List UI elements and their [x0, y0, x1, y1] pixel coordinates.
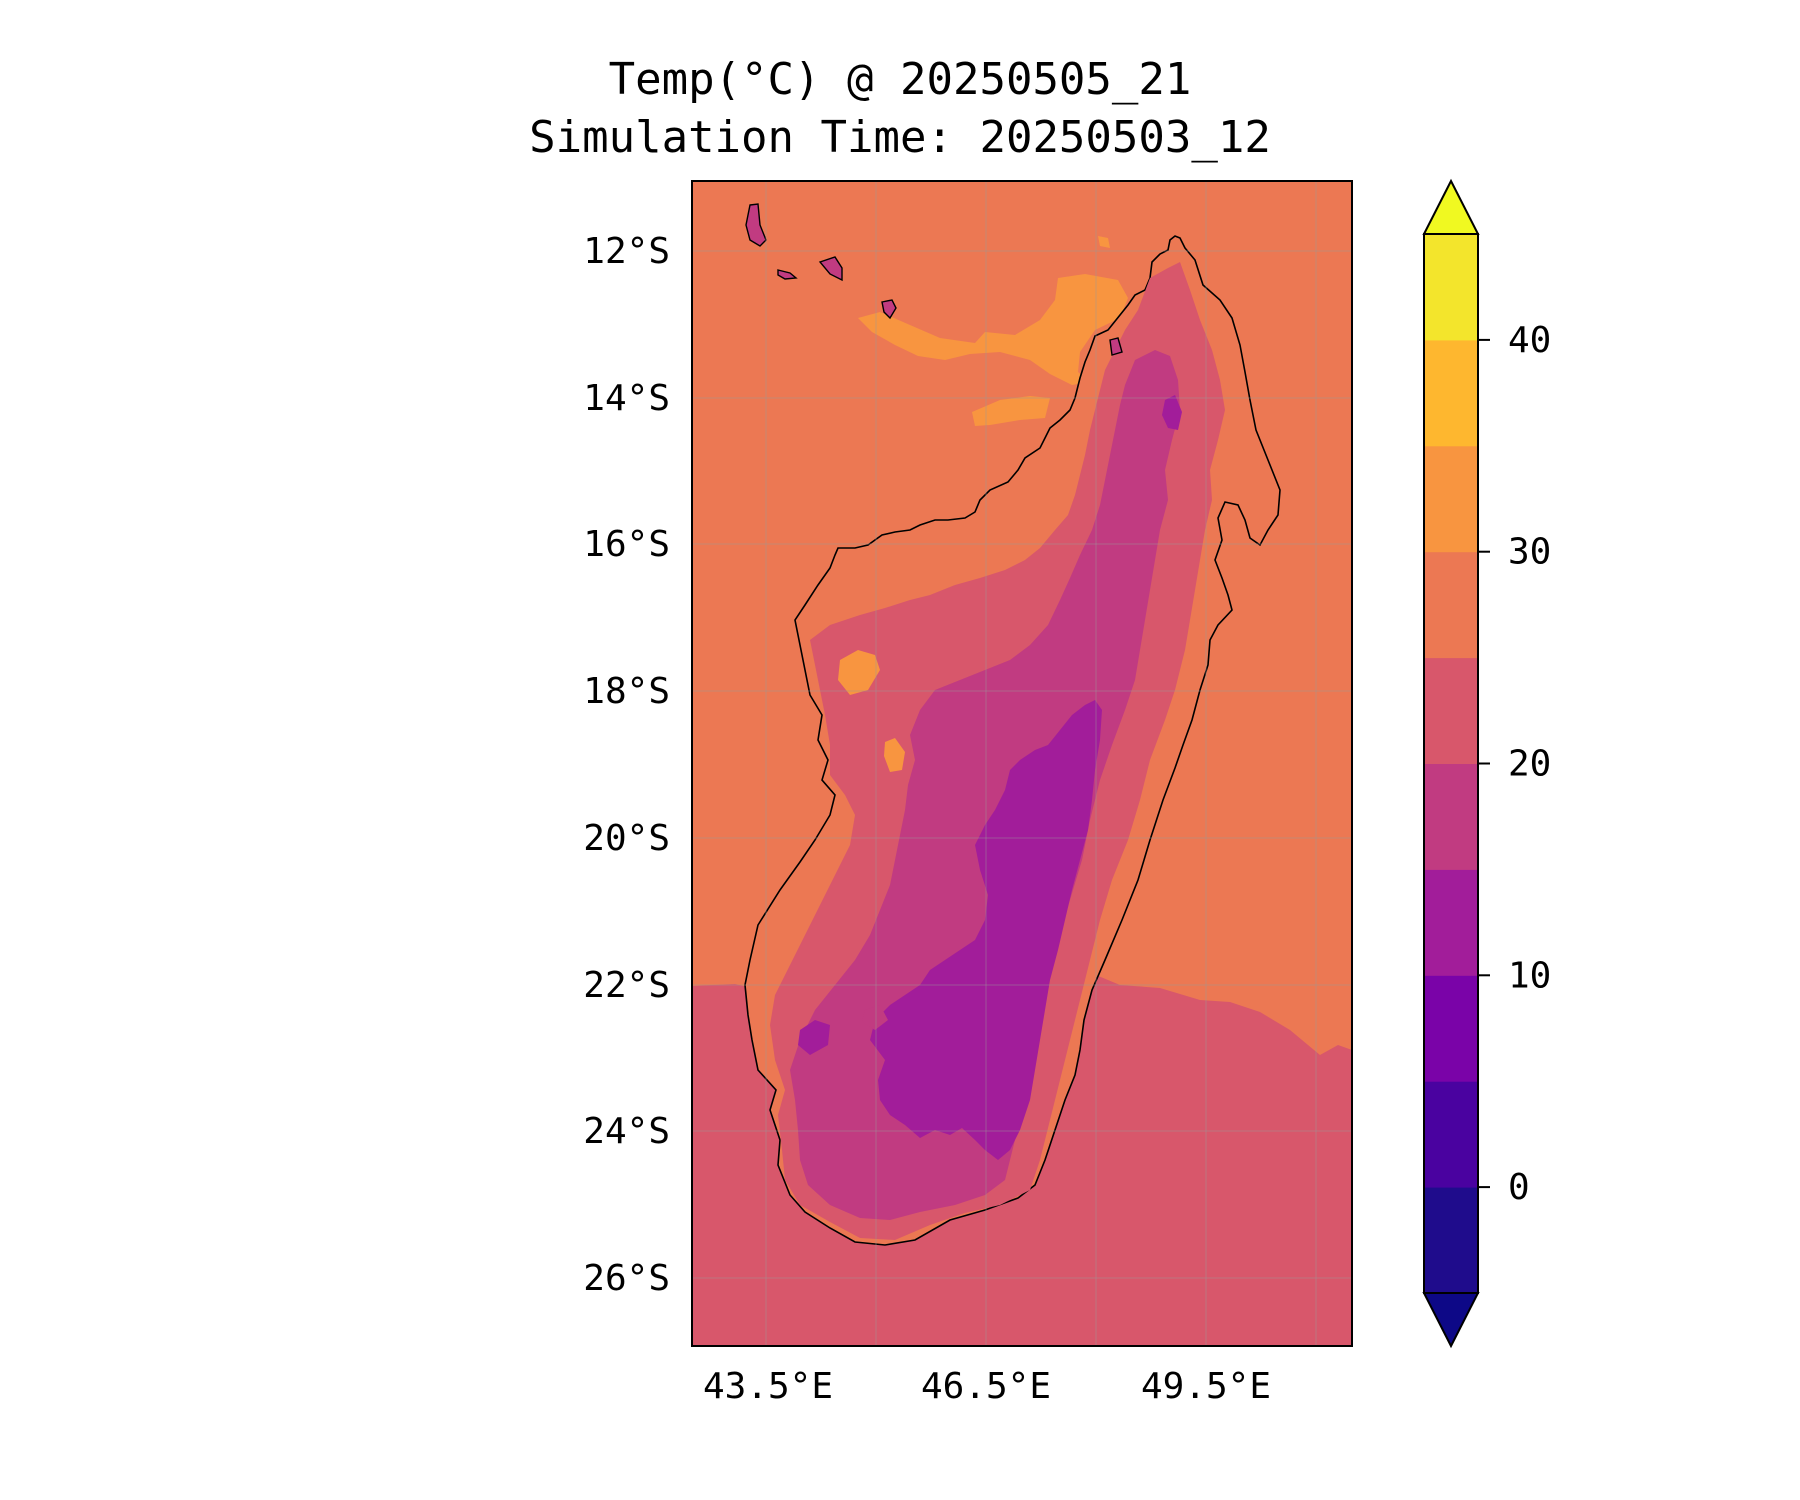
- colorbar-tick-label: 40: [1508, 320, 1551, 361]
- colorbar-band: [1424, 763, 1478, 870]
- colorbar: 0 10 20 30 40: [1422, 178, 1551, 1349]
- longitude-axis: 43.5°E 46.5°E 49.5°E: [703, 1366, 1271, 1407]
- lat-tick-label: 20°S: [583, 818, 670, 859]
- colorbar-tick-label: 10: [1508, 955, 1551, 996]
- latitude-axis: 12°S 14°S 16°S 18°S 20°S 22°S 24°S 26°S: [583, 231, 670, 1299]
- map-subtitle: Simulation Time: 20250503_12: [529, 112, 1271, 163]
- colorbar-band: [1424, 869, 1478, 976]
- comoros-islands: [745, 203, 1123, 356]
- lat-tick-label: 26°S: [583, 1258, 670, 1299]
- map-frame: [691, 180, 1353, 1347]
- lon-tick-label: 46.5°E: [921, 1366, 1051, 1407]
- colorbar-tick-label: 0: [1508, 1167, 1530, 1208]
- colorbar-tick-label: 30: [1508, 532, 1551, 573]
- colorbar-band: [1424, 445, 1478, 553]
- map-panel: [692, 181, 1352, 1346]
- lat-tick-label: 14°S: [583, 378, 670, 419]
- colorbar-band: [1424, 339, 1478, 447]
- colorbar-band: [1424, 657, 1478, 764]
- gridlines: [692, 181, 1352, 1346]
- colorbar-band: [1424, 975, 1478, 1082]
- lat-tick-label: 22°S: [583, 965, 670, 1006]
- lat-tick-label: 16°S: [583, 524, 670, 565]
- colorbar-band: [1424, 551, 1478, 659]
- colorbar-under-extension: [1422, 1292, 1480, 1349]
- colorbar-band: [1424, 1187, 1478, 1294]
- lon-tick-label: 43.5°E: [703, 1366, 833, 1407]
- lat-tick-label: 24°S: [583, 1111, 670, 1152]
- colorbar-band: [1424, 1081, 1478, 1188]
- lat-tick-label: 12°S: [583, 231, 670, 272]
- lon-tick-label: 49.5°E: [1141, 1366, 1271, 1407]
- colorbar-band: [1424, 234, 1478, 341]
- lat-tick-label: 18°S: [583, 671, 670, 712]
- warm-streak: [858, 274, 1128, 385]
- colorbar-tick-label: 20: [1508, 744, 1551, 785]
- colorbar-over-extension: [1422, 178, 1480, 235]
- map-title: Temp(°C) @ 20250505_21: [608, 54, 1192, 105]
